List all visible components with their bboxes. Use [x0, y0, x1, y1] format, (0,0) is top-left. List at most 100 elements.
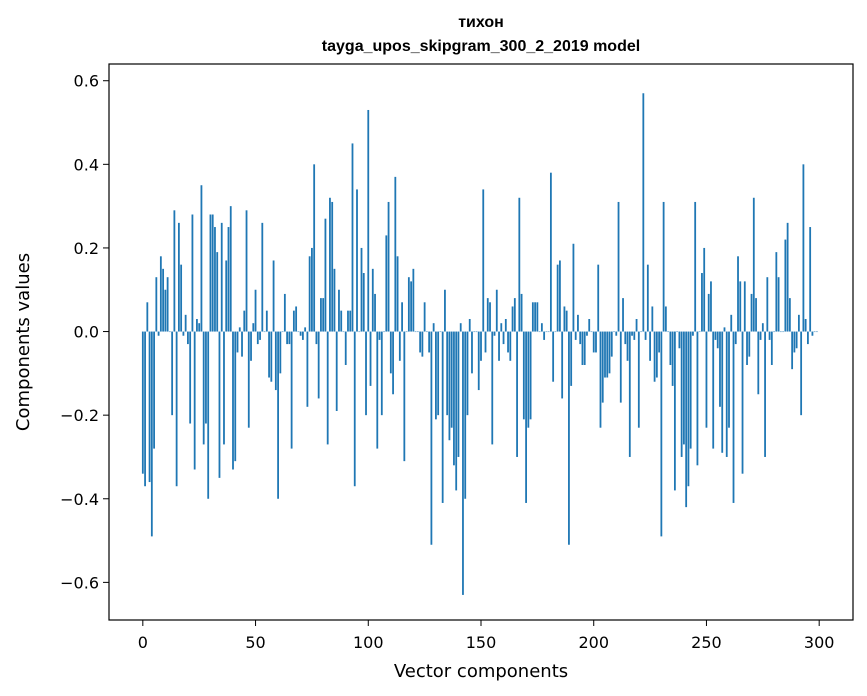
- bar: [703, 247, 706, 332]
- bar: [236, 331, 239, 353]
- bar: [299, 331, 302, 336]
- bar: [701, 273, 703, 332]
- bar: [563, 306, 566, 332]
- bar: [574, 331, 577, 340]
- bar: [159, 256, 162, 332]
- bars-group: [141, 93, 818, 595]
- bar: [800, 331, 803, 416]
- bar: [680, 331, 683, 457]
- bar: [601, 331, 604, 403]
- bar: [723, 327, 726, 332]
- bar: [493, 331, 496, 336]
- bar: [631, 331, 633, 336]
- bar: [777, 277, 780, 332]
- bar: [543, 331, 546, 340]
- bar: [520, 293, 523, 332]
- bar: [214, 227, 216, 332]
- bar: [802, 164, 805, 332]
- bar: [432, 323, 435, 332]
- bar: [358, 331, 361, 333]
- bar: [597, 264, 600, 332]
- bar: [750, 293, 753, 332]
- bar: [196, 319, 198, 332]
- y-tick-label: −0.2: [60, 406, 99, 425]
- bar: [421, 331, 424, 357]
- bar: [565, 310, 568, 332]
- bar: [365, 331, 367, 416]
- bar: [586, 331, 588, 336]
- bar: [500, 323, 503, 332]
- bar: [475, 331, 478, 333]
- bar: [782, 331, 785, 333]
- bar: [311, 247, 313, 332]
- bar: [322, 298, 325, 332]
- bar: [153, 331, 155, 449]
- y-axis-label: Components values: [13, 253, 34, 431]
- bar: [320, 298, 322, 332]
- bar: [180, 264, 183, 332]
- bar: [268, 331, 270, 378]
- bar: [559, 260, 561, 332]
- bar: [807, 331, 809, 345]
- bar: [748, 331, 751, 357]
- bar: [229, 206, 232, 332]
- bar: [155, 277, 158, 332]
- bar: [265, 310, 268, 332]
- bar: [243, 310, 246, 332]
- bar: [234, 331, 237, 462]
- bar: [757, 331, 760, 395]
- bar: [579, 331, 582, 345]
- bar: [146, 302, 149, 332]
- bar: [173, 210, 176, 332]
- bar: [714, 331, 717, 340]
- bar: [809, 227, 812, 332]
- bar: [795, 331, 798, 349]
- bar: [441, 331, 444, 503]
- bar: [141, 331, 144, 474]
- bar: [511, 306, 514, 332]
- bar: [326, 331, 329, 445]
- bar: [797, 314, 800, 332]
- bar: [410, 281, 413, 332]
- bar: [577, 314, 579, 332]
- bar: [746, 331, 748, 365]
- bar: [351, 143, 354, 332]
- bar: [340, 310, 343, 332]
- bar: [734, 331, 737, 345]
- bar: [752, 197, 755, 332]
- bar: [482, 189, 485, 332]
- bar: [220, 222, 223, 332]
- bar: [313, 164, 316, 332]
- bar: [640, 331, 642, 333]
- bar: [175, 331, 178, 487]
- bar: [371, 268, 374, 332]
- bar: [804, 319, 807, 332]
- bar: [223, 331, 225, 445]
- y-tick-label: −0.6: [60, 573, 99, 592]
- bar: [770, 331, 773, 365]
- bar: [394, 176, 397, 332]
- bar: [184, 314, 187, 332]
- bar: [608, 331, 611, 374]
- bar: [150, 331, 153, 537]
- bar: [360, 247, 363, 332]
- bar: [502, 331, 505, 345]
- bar: [710, 281, 712, 332]
- bar: [396, 256, 399, 332]
- bar: [507, 331, 509, 353]
- bar: [719, 331, 721, 407]
- bar: [378, 331, 381, 340]
- bar: [707, 293, 710, 332]
- bar: [177, 222, 180, 332]
- bar: [205, 331, 207, 424]
- bar: [664, 306, 667, 332]
- bar: [549, 172, 552, 332]
- bar: [335, 331, 338, 411]
- bar: [270, 331, 273, 382]
- chart-subtitle: tayga_upos_skipgram_300_2_2019 model: [322, 38, 640, 55]
- bar: [599, 331, 602, 428]
- bar: [755, 298, 757, 332]
- bar: [536, 302, 539, 332]
- bar: [437, 331, 440, 416]
